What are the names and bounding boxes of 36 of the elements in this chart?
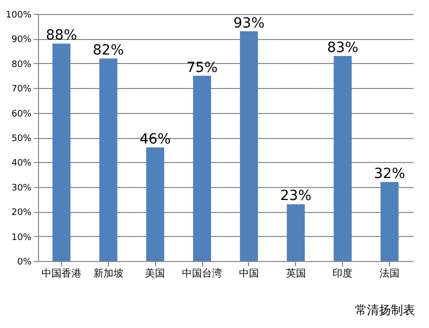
data-label: 32% — [374, 166, 406, 182]
bar — [146, 147, 164, 261]
y-tick-label: 70% — [11, 84, 32, 95]
bar — [334, 56, 352, 261]
data-label: 46% — [140, 131, 171, 148]
bar — [52, 44, 70, 261]
text: 常清扬制表 — [354, 302, 415, 319]
y-tick-label: 60% — [11, 109, 32, 120]
x-tick-label: 中国香港 — [41, 268, 82, 280]
y-tick-label: 0% — [17, 258, 32, 268]
y-tick-label: 50% — [11, 134, 32, 144]
bar — [193, 76, 212, 261]
bar — [286, 204, 305, 261]
x-tick-label: 中国 — [238, 268, 259, 280]
x-tick-label: 印度 — [332, 268, 353, 280]
x-tick-label: 法国 — [380, 268, 400, 280]
bar — [380, 182, 399, 261]
y-tick-label: 10% — [11, 232, 32, 243]
y-tick-label: 100% — [6, 10, 32, 20]
data-label: 82% — [92, 42, 124, 58]
y-tick-label: 90% — [11, 35, 32, 46]
data-label: 83% — [327, 40, 358, 56]
data-label: 75% — [186, 60, 218, 76]
y-tick-label: 30% — [11, 183, 32, 194]
y-tick-label: 40% — [11, 158, 32, 169]
bar — [99, 58, 118, 261]
data-label: 88% — [46, 28, 77, 44]
x-tick-label: 新加坡 — [93, 268, 124, 280]
data-label: 23% — [280, 188, 312, 204]
bar — [240, 31, 258, 261]
x-tick-label: 英国 — [286, 268, 306, 280]
y-tick-label: 20% — [11, 208, 32, 218]
y-tick-label: 80% — [11, 60, 32, 70]
data-label: 93% — [233, 15, 264, 32]
x-tick-label: 美国 — [145, 268, 166, 280]
x-tick-label: 中国台湾 — [182, 268, 222, 280]
